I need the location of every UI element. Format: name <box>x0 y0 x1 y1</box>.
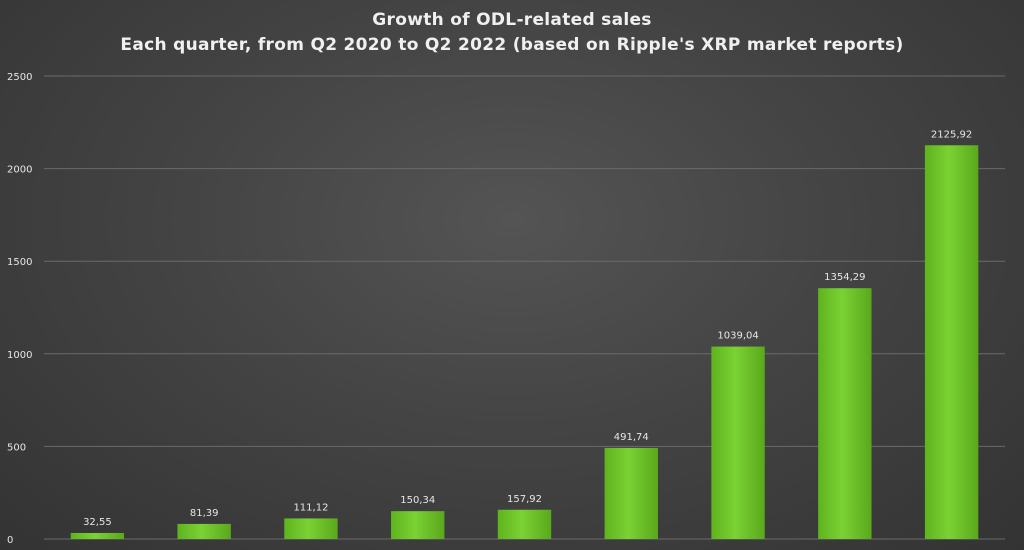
data-label-2: 81,39 <box>190 508 219 519</box>
chart-subtitle: Each quarter, from Q2 2020 to Q2 2022 (b… <box>120 35 904 55</box>
bar-6 <box>604 447 658 539</box>
data-labels: 32,55 81,39 111,12 150,34 157,92 491,74 1039,0… <box>83 129 972 528</box>
bar-1 <box>70 532 125 539</box>
data-label-7: 1039,04 <box>717 331 758 342</box>
data-label-8: 1354,29 <box>824 272 865 283</box>
bar-3 <box>284 518 338 539</box>
bar-2 <box>177 523 231 539</box>
y-tick-label-500: 500 <box>7 442 26 453</box>
bar-9 <box>924 145 979 540</box>
y-tick-label-1000: 1000 <box>7 350 32 361</box>
bar-4 <box>391 511 445 539</box>
data-label-9: 2125,92 <box>931 129 972 140</box>
bar-7 <box>711 346 765 539</box>
bars <box>70 145 979 540</box>
chart-title-block: Growth of ODL-related sales Each quarter… <box>0 8 1024 58</box>
data-label-4: 150,34 <box>400 495 435 506</box>
data-label-5: 157,92 <box>507 494 542 505</box>
y-axis-ticks: 0 500 1000 1500 2000 2500 <box>7 72 32 546</box>
bar-8 <box>818 288 872 539</box>
data-label-6: 491,74 <box>614 432 649 443</box>
data-label-1: 32,55 <box>83 517 112 528</box>
chart-title: Growth of ODL-related sales <box>372 10 652 30</box>
y-tick-label-1500: 1500 <box>7 257 32 268</box>
bar-5 <box>497 509 552 539</box>
y-tick-label-0: 0 <box>7 535 13 546</box>
data-label-3: 111,12 <box>293 502 328 513</box>
y-tick-label-2500: 2500 <box>7 72 32 83</box>
y-tick-label-2000: 2000 <box>7 165 32 176</box>
